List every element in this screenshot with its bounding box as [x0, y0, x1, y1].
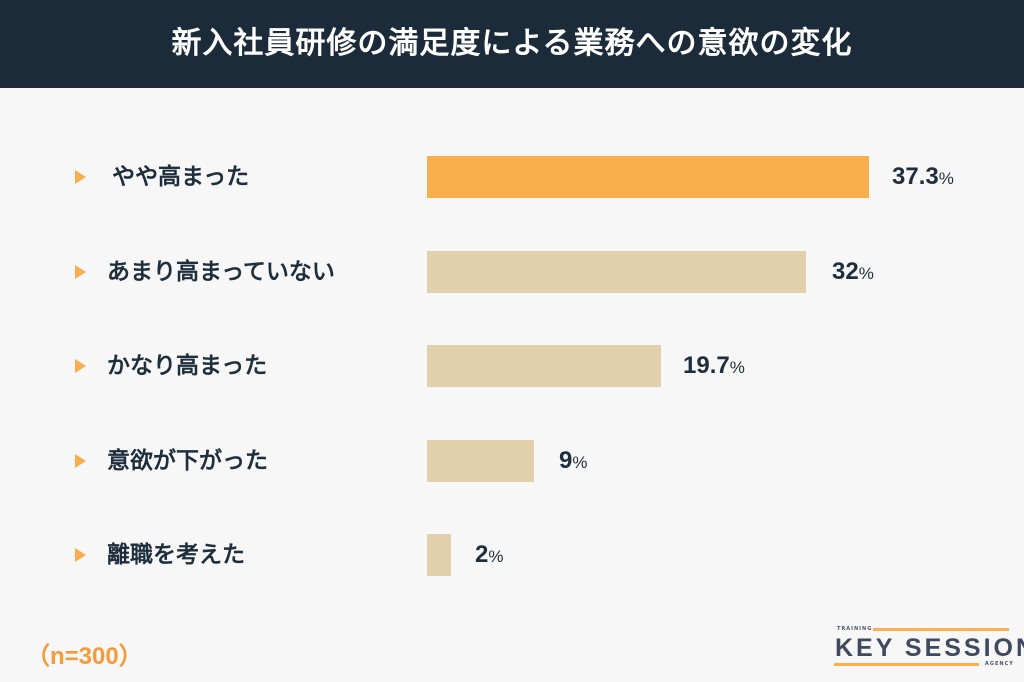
- chart-title: 新入社員研修の満足度による業務への意欲の変化: [171, 26, 853, 61]
- bar-highlight: [427, 156, 869, 198]
- bar: [427, 440, 534, 482]
- bar: [427, 251, 806, 293]
- category-label: 意欲が下がった: [107, 448, 268, 474]
- category-label: あまり高まっていない: [107, 259, 335, 285]
- logo-tagline-top: TRAINING: [837, 626, 873, 632]
- bar: [427, 534, 451, 576]
- triangle-bullet-icon: [75, 359, 86, 373]
- sample-size-note: （n=300）: [26, 643, 143, 670]
- bar: [427, 345, 661, 387]
- category-label: かなり高まった: [107, 353, 268, 379]
- bar-row: 離職を考えた 2%: [0, 534, 1024, 576]
- bar-row: 意欲が下がった 9%: [0, 440, 1024, 482]
- bar-row: かなり高まった 19.7%: [0, 345, 1024, 387]
- logo-line-top: [873, 628, 1009, 631]
- category-label: やや高まった: [112, 164, 250, 190]
- triangle-bullet-icon: [75, 454, 86, 468]
- value-label: 19.7%: [683, 352, 745, 379]
- triangle-bullet-icon: [75, 170, 86, 184]
- triangle-bullet-icon: [75, 265, 86, 279]
- brand-logo: TRAINING KEY SESSION AGENCY: [833, 626, 1024, 668]
- value-label: 37.3%: [892, 163, 954, 190]
- bar-row: やや高まった 37.3%: [0, 156, 1024, 198]
- category-label: 離職を考えた: [107, 542, 245, 568]
- value-label: 9%: [559, 447, 588, 474]
- logo-tagline-bottom: AGENCY: [985, 661, 1014, 667]
- value-label: 32%: [832, 258, 874, 285]
- logo-name: KEY SESSION: [835, 634, 1024, 662]
- value-label: 2%: [475, 541, 504, 568]
- logo-line-bottom: [834, 663, 979, 666]
- bar-row: あまり高まっていない 32%: [0, 251, 1024, 293]
- triangle-bullet-icon: [75, 548, 86, 562]
- title-banner: 新入社員研修の満足度による業務への意欲の変化: [0, 0, 1024, 88]
